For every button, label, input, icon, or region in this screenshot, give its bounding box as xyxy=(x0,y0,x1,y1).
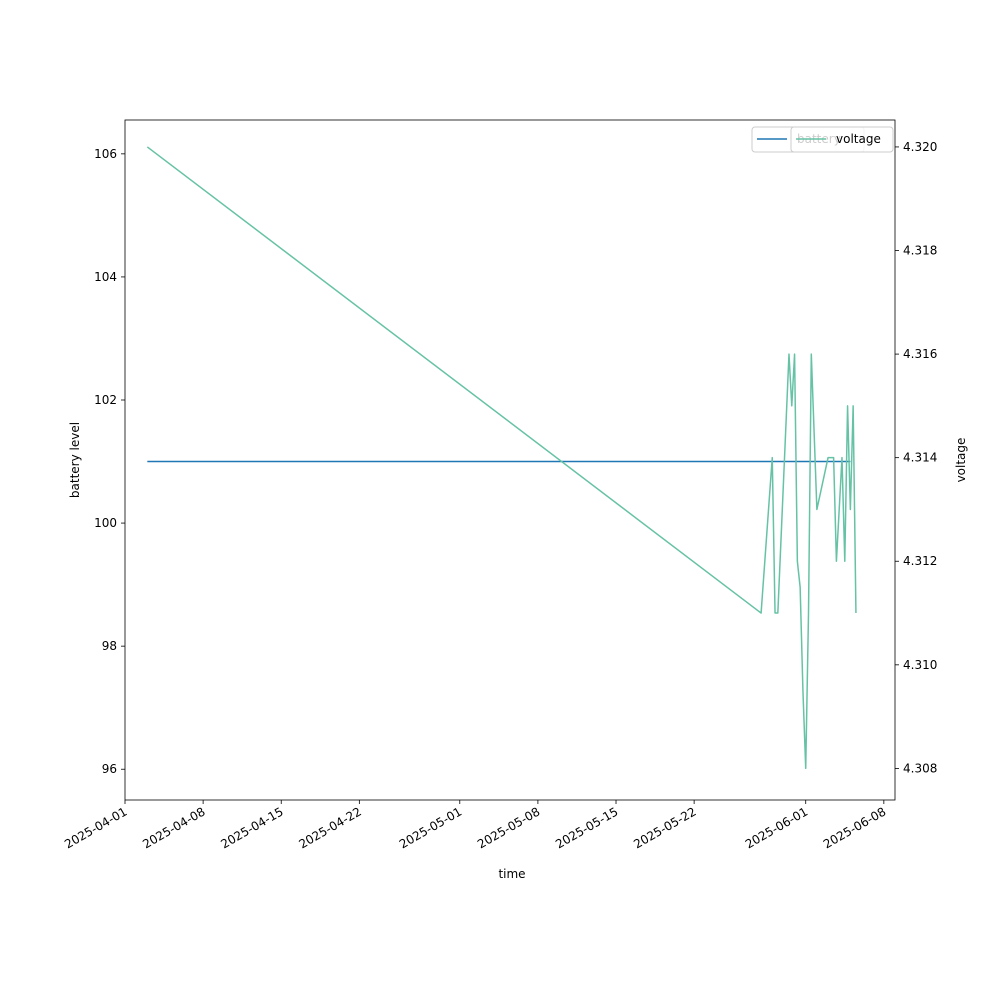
y-right-tick-label: 4.310 xyxy=(903,658,937,672)
legends: batteryvoltage xyxy=(751,126,894,153)
x-tick-label: 2025-04-15 xyxy=(218,804,285,851)
x-tick-label: 2025-05-15 xyxy=(553,804,620,851)
y-left-tick-label: 96 xyxy=(102,762,117,776)
y-left-tick-label: 102 xyxy=(94,393,117,407)
x-tick-label: 2025-04-01 xyxy=(62,804,129,851)
x-tick-label: 2025-06-08 xyxy=(821,804,888,851)
y-right-tick-label: 4.308 xyxy=(903,761,937,775)
plot-area xyxy=(146,146,857,770)
y-right-tick-label: 4.318 xyxy=(903,244,937,258)
x-axis-label: time xyxy=(498,867,525,881)
legend-box xyxy=(790,126,894,153)
y-axis-right-label: voltage xyxy=(954,438,968,483)
x-tick-label: 2025-05-08 xyxy=(475,804,542,851)
plot-frame xyxy=(124,119,896,801)
y-right-tick-label: 4.316 xyxy=(903,347,937,361)
x-axis: 2025-04-01 2025-04-08 2025-04-15 2025-04-22… xyxy=(62,800,888,851)
legend-voltage: voltage xyxy=(790,126,894,153)
y-right-tick-label: 4.312 xyxy=(903,554,937,568)
x-tick-label: 2025-05-01 xyxy=(397,804,464,851)
x-tick-label: 2025-04-22 xyxy=(296,804,363,851)
y-right-tick-label: 4.314 xyxy=(903,451,937,465)
y-axis-left-label: battery level xyxy=(68,422,82,498)
y-left-tick-label: 100 xyxy=(94,516,117,530)
y-left-tick-label: 104 xyxy=(94,270,117,284)
x-tick-label: 2025-06-01 xyxy=(743,804,810,851)
y-axis-left: 96 98 100 102 104 106 xyxy=(94,147,125,776)
y-right-tick-label: 4.320 xyxy=(903,140,937,154)
legend-label: voltage xyxy=(836,132,881,146)
y-axis-right: 4.308 4.310 4.312 4.314 4.316 4.318 4.320 xyxy=(895,140,937,775)
x-tick-label: 2025-04-08 xyxy=(140,804,207,851)
x-tick-label: 2025-05-22 xyxy=(631,804,698,851)
y-left-tick-label: 98 xyxy=(102,639,117,653)
series-line-voltage xyxy=(146,146,857,770)
y-left-tick-label: 106 xyxy=(94,147,117,161)
